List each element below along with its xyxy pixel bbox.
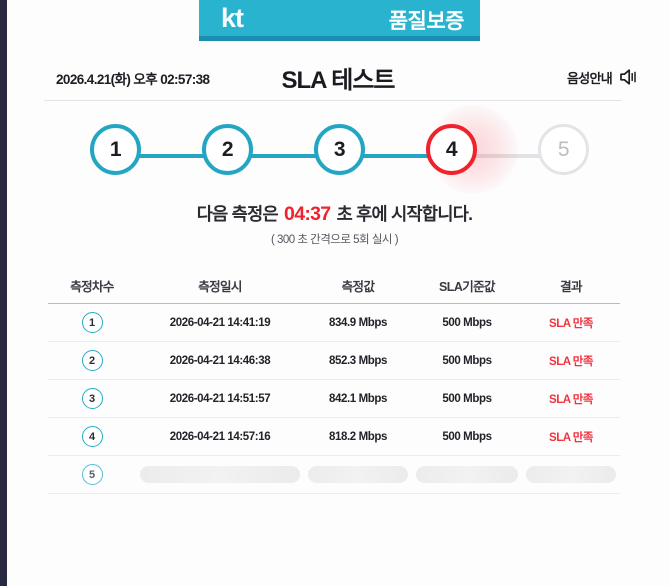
step-connector-2-3: [247, 154, 317, 158]
countdown-suffix: 초 후에 시작합니다.: [336, 204, 473, 224]
banner-title-text: 품질보증: [388, 10, 465, 33]
table-row-pending: 5: [48, 456, 620, 494]
row-sla-threshold: 500 Mbps: [442, 430, 492, 443]
skeleton-value: [308, 466, 408, 483]
row-datetime: 2026-04-21 14:41:19: [169, 316, 271, 329]
column-header-value: 측정값: [341, 280, 375, 294]
countdown-prefix: 다음 측정은: [196, 204, 279, 224]
page-title: SLA 테스트: [281, 67, 395, 94]
step-indicator-1[interactable]: 1: [90, 124, 141, 175]
row-index-badge: 3: [81, 388, 103, 409]
step-indicator-4[interactable]: 4: [426, 124, 477, 175]
row-datetime: 2026-04-21 14:57:16: [169, 430, 271, 443]
row-measured-value: 842.1 Mbps: [329, 392, 387, 405]
speaker-icon: [619, 67, 641, 87]
row-measured-value: 852.3 Mbps: [329, 354, 387, 367]
voice-guide-label: 음성안내: [566, 70, 613, 86]
row-measured-value: 834.9 Mbps: [329, 316, 387, 329]
left-edge-rail: [0, 0, 7, 586]
step-connector-3-4: [359, 154, 429, 158]
table-row: 4 2026-04-21 14:57:16 818.2 Mbps 500 Mbp…: [48, 418, 620, 456]
row-result-badge: SLA 만족: [549, 431, 593, 444]
measurement-stepper: 1 2 3 4 5: [90, 105, 589, 194]
column-header-result: 결과: [560, 280, 582, 294]
column-header-sla: SLA기준값: [439, 280, 496, 294]
countdown-note: ( 300 초 간격으로 5회 실시 ): [270, 234, 399, 246]
current-datetime: 2026.4.21(화) 오후 02:57:38: [56, 72, 210, 87]
row-datetime: 2026-04-21 14:46:38: [169, 354, 271, 367]
step-indicator-2[interactable]: 2: [202, 124, 253, 175]
skeleton-result: [526, 466, 616, 483]
header-divider: [44, 100, 622, 101]
kt-quality-banner: kt 품질보증: [199, 0, 480, 41]
row-measured-value: 818.2 Mbps: [329, 430, 387, 443]
table-row: 2 2026-04-21 14:46:38 852.3 Mbps 500 Mbp…: [48, 342, 620, 380]
page-header: 2026.4.21(화) 오후 02:57:38 SLA 테스트 음성안내: [7, 55, 669, 103]
row-result-badge: SLA 만족: [549, 317, 593, 330]
row-result-badge: SLA 만족: [549, 355, 593, 368]
row-result-badge: SLA 만족: [549, 393, 593, 406]
table-header-row: 측정차수 측정일시 측정값 SLA기준값 결과: [48, 268, 620, 304]
measurement-results-table: 측정차수 측정일시 측정값 SLA기준값 결과 1 2026-04-21 14:…: [48, 268, 620, 494]
row-sla-threshold: 500 Mbps: [442, 354, 492, 367]
step-connector-4-5: [471, 154, 541, 158]
step-connector-1-2: [135, 154, 205, 158]
row-index-badge: 5: [81, 464, 103, 485]
skeleton-datetime: [140, 466, 300, 483]
table-row: 3 2026-04-21 14:51:57 842.1 Mbps 500 Mbp…: [48, 380, 620, 418]
countdown-timer: 04:37: [284, 203, 331, 225]
row-sla-threshold: 500 Mbps: [442, 316, 492, 329]
table-row: 1 2026-04-21 14:41:19 834.9 Mbps 500 Mbp…: [48, 304, 620, 342]
column-header-index: 측정차수: [70, 280, 114, 294]
row-index-badge: 2: [81, 350, 103, 371]
skeleton-sla: [416, 466, 518, 483]
row-index-badge: 4: [81, 426, 103, 447]
step-indicator-3[interactable]: 3: [314, 124, 365, 175]
column-header-datetime: 측정일시: [198, 280, 242, 294]
step-indicator-5[interactable]: 5: [538, 124, 589, 175]
row-datetime: 2026-04-21 14:51:57: [169, 392, 271, 405]
countdown-message: 다음 측정은 04:37 초 후에 시작합니다.: [0, 201, 669, 226]
row-sla-threshold: 500 Mbps: [442, 392, 492, 405]
voice-guide-button[interactable]: 음성안내: [567, 67, 641, 87]
row-index-badge: 1: [81, 312, 103, 333]
kt-logo: kt: [221, 3, 244, 33]
